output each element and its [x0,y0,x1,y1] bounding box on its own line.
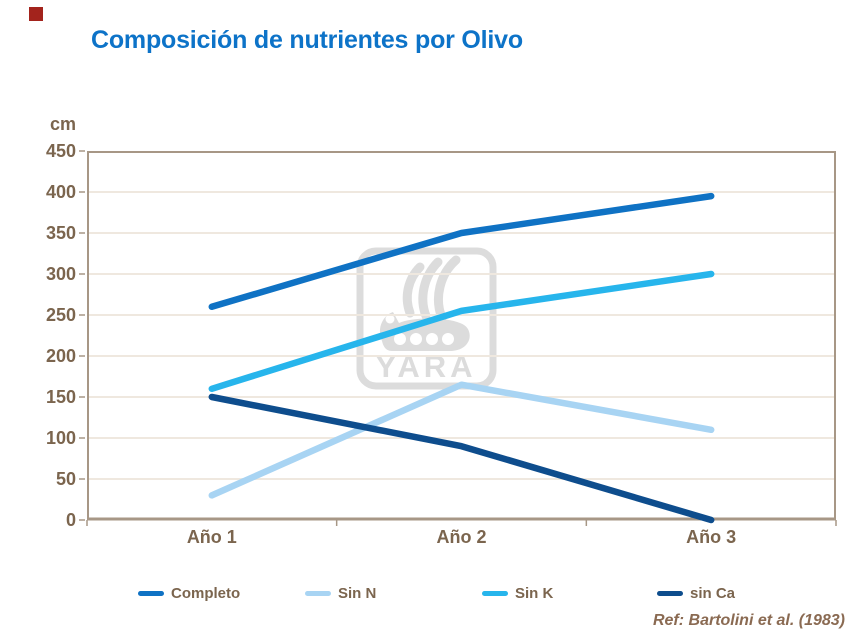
series-line-sin-ca [208,393,715,524]
yara-watermark-text: YARA [376,349,477,384]
series-line-sin-k [208,270,715,393]
legend-label: Sin N [338,584,377,602]
legend-item-sin-ca: sin Ca [657,582,735,604]
y-tick-label: 250 [45,305,76,325]
x-category-label: Año 2 [436,527,487,547]
reference-note: Ref: Bartolini et al. (1983) [652,612,845,629]
line-chart-plot [79,150,837,526]
legend-swatch-sin-k [482,590,508,596]
legend-swatch-sin-ca [657,590,683,596]
y-tick-label: 0 [65,510,76,530]
legend-label: Sin K [515,584,554,602]
legend-swatch-completo [138,590,164,596]
page-title: Composición de nutrientes por Olivo [91,26,523,54]
chart-legend: Completo Sin N Sin K sin Ca [0,582,855,604]
series-line-completo [208,192,715,311]
legend-item-completo: Completo [138,582,240,604]
y-tick-label: 150 [45,387,76,407]
slide-corner-marker [29,7,43,21]
x-category-label: Año 3 [686,527,737,547]
y-axis-unit-label: cm [49,114,76,134]
legend-swatch-sin-n [305,590,331,596]
legend-item-sin-n: Sin N [305,582,376,604]
series-line-sin-n [208,381,715,499]
y-tick-label: 300 [45,264,76,284]
y-tick-label: 100 [45,428,76,448]
y-tick-label: 50 [55,469,76,489]
plot-frame [87,151,836,520]
yara-ship-icon: YARA [356,247,497,390]
yara-logo-watermark: YARA [356,247,497,395]
y-tick-label: 200 [45,346,76,366]
legend-item-sin-k: Sin K [482,582,553,604]
y-tick-label: 450 [45,141,76,161]
legend-label: sin Ca [690,584,736,602]
y-tick-label: 400 [45,182,76,202]
y-tick-label: 350 [45,223,76,243]
legend-label: Completo [171,584,241,602]
x-category-label: Año 1 [186,527,237,547]
